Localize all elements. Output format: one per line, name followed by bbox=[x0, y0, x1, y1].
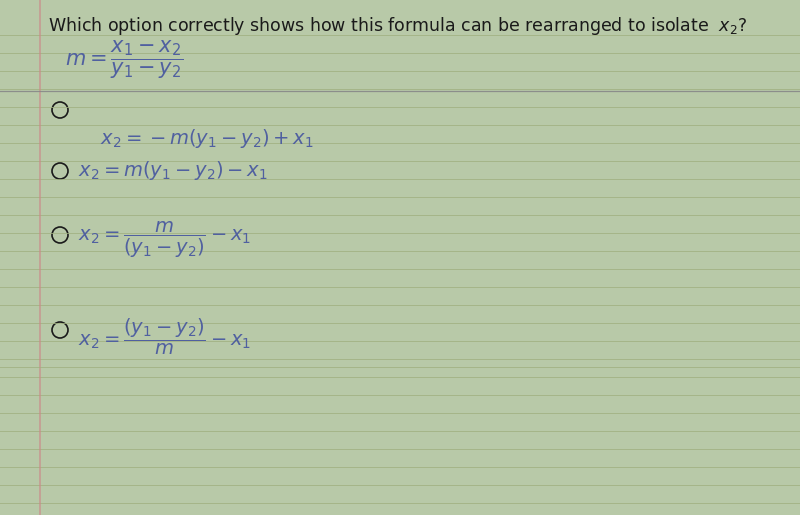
Text: $x_2 = \dfrac{\left(y_1 - y_2\right)}{m} - x_1$: $x_2 = \dfrac{\left(y_1 - y_2\right)}{m}… bbox=[78, 317, 251, 357]
Text: $x_2 = -m\left(y_1 - y_2\right) + x_1$: $x_2 = -m\left(y_1 - y_2\right) + x_1$ bbox=[100, 128, 314, 150]
Text: Which option correctly shows how this formula can be rearranged to isolate  $x_2: Which option correctly shows how this fo… bbox=[48, 15, 747, 37]
Text: $x_2 = m\left(y_1 - y_2\right) - x_1$: $x_2 = m\left(y_1 - y_2\right) - x_1$ bbox=[78, 160, 268, 182]
Text: $x_2 = \dfrac{m}{\left(y_1 - y_2\right)} - x_1$: $x_2 = \dfrac{m}{\left(y_1 - y_2\right)}… bbox=[78, 220, 251, 260]
Text: $m = \dfrac{x_1 - x_2}{y_1 - y_2}$: $m = \dfrac{x_1 - x_2}{y_1 - y_2}$ bbox=[65, 39, 183, 81]
